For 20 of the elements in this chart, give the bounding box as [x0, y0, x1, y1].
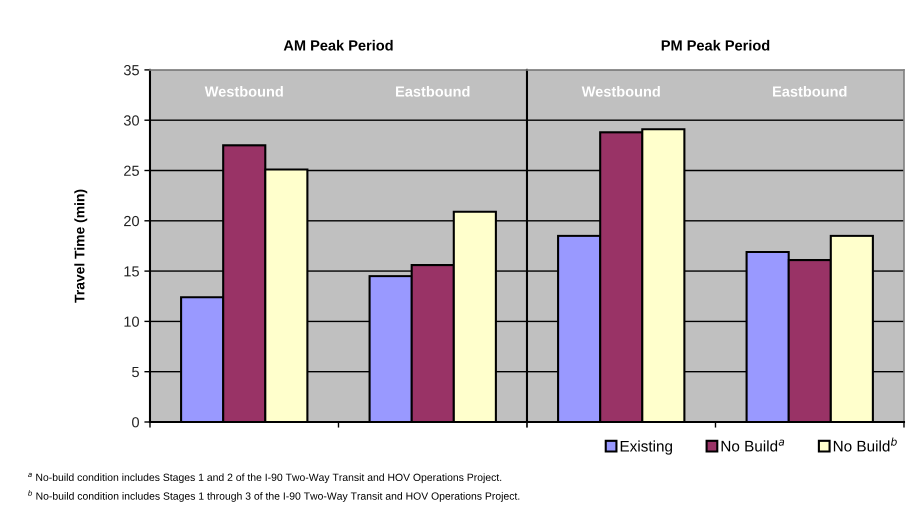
x-tick-label: Eastbound: [773, 86, 846, 97]
y-tick-label: 5: [132, 366, 139, 378]
y-tick-label: 20: [124, 216, 139, 226]
y-tick-label: 0: [132, 417, 139, 428]
y-tick-label: 35: [124, 65, 139, 76]
x-tick-label: Westbound: [204, 86, 283, 97]
text: $^{a}$ No-build condition includes Stages 1 and 2 of the I-90 Two-Way Transit and HOV Operations Project.: [28, 472, 502, 484]
legend-label: No Build$^{a}$: [722, 440, 784, 452]
x-tick-label: Eastbound: [396, 86, 470, 97]
y-tick-label: 25: [124, 166, 139, 176]
y-axis-title: Travel Time (min): [74, 190, 88, 303]
y-tick-label: 30: [124, 115, 139, 126]
legend-label: Existing: [620, 440, 672, 455]
x-tick-label: Westbound: [582, 86, 660, 97]
legend-label: No Build$^{b}$: [834, 437, 897, 452]
text: $^{b}$ No-build condition includes Stages 1 through 3 of the I-90 Two-Way Transit and HOV Operations Project.: [28, 490, 520, 502]
y-tick-label: 10: [124, 316, 139, 327]
chart-title: AM Peak Period: [284, 40, 393, 51]
chart-title: PM Peak Period: [662, 40, 770, 51]
y-tick-label: 15: [124, 266, 139, 277]
